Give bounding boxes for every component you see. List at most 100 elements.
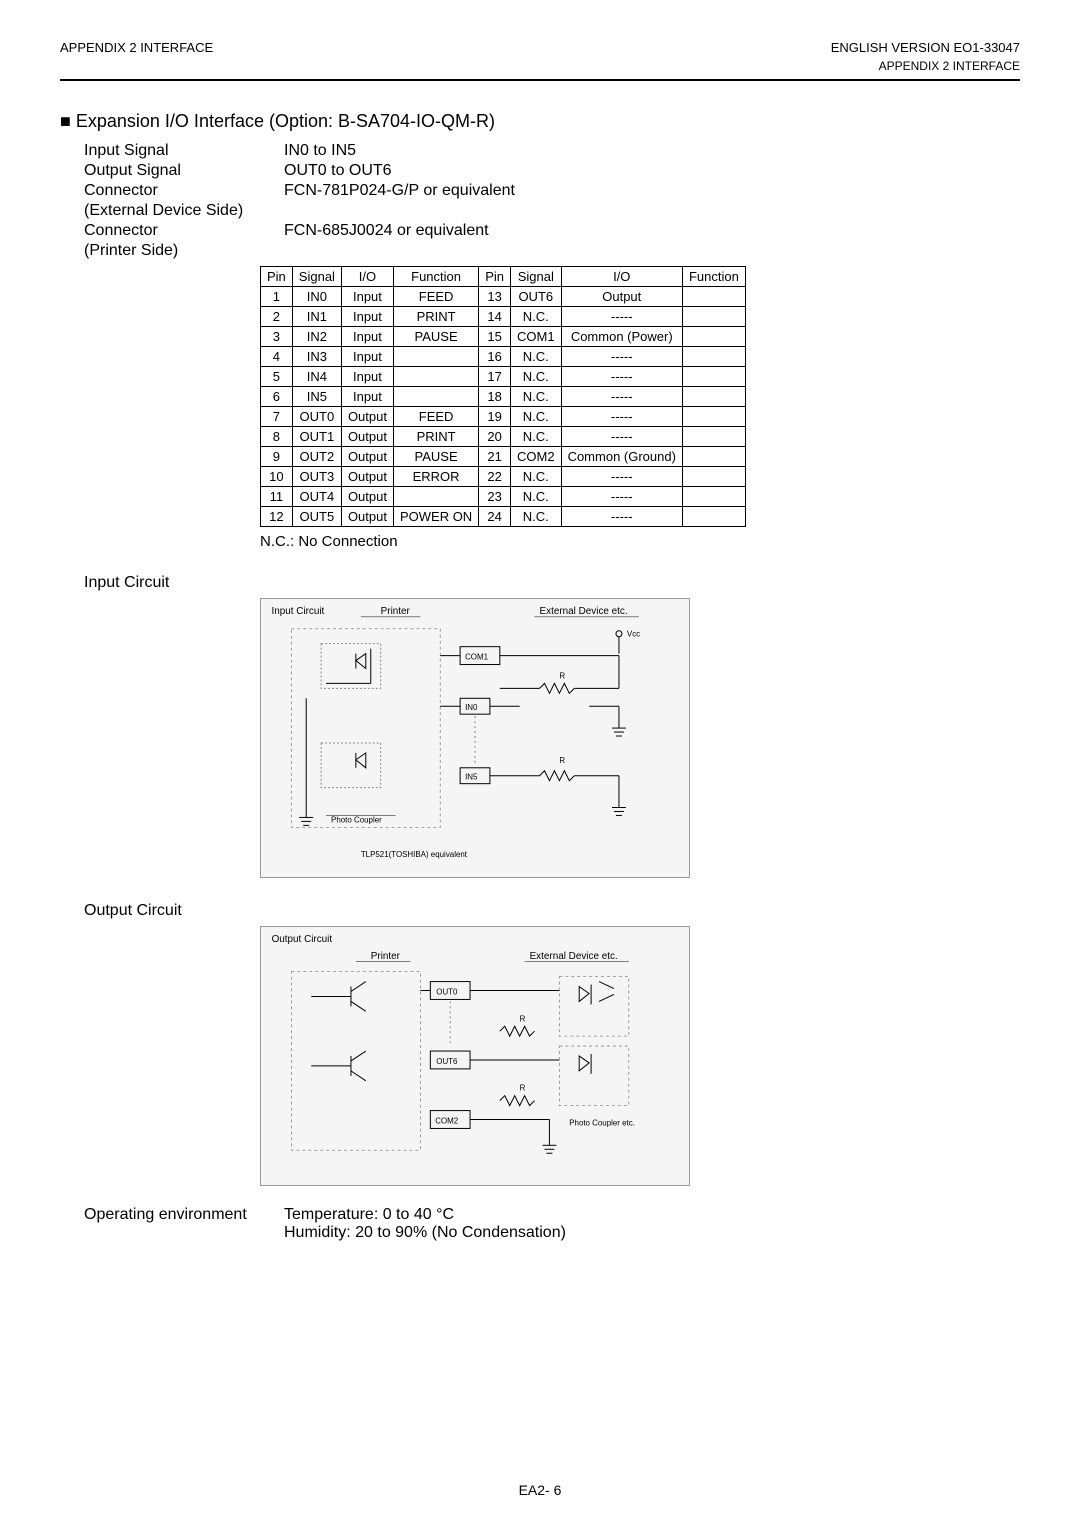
table-cell: Input bbox=[341, 387, 393, 407]
table-cell: OUT3 bbox=[292, 467, 341, 487]
table-cell: Output bbox=[341, 487, 393, 507]
table-cell: ----- bbox=[561, 367, 682, 387]
table-cell bbox=[682, 387, 745, 407]
table-cell: OUT1 bbox=[292, 427, 341, 447]
table-cell: Output bbox=[341, 447, 393, 467]
pin-table-header: Signal bbox=[511, 267, 562, 287]
table-cell: 4 bbox=[261, 347, 293, 367]
table-cell: COM1 bbox=[511, 327, 562, 347]
table-cell: PRINT bbox=[393, 307, 478, 327]
output-circuit-diagram: Output Circuit Printer External Device e… bbox=[260, 926, 690, 1186]
ext-side-label: (External Device Side) bbox=[84, 202, 284, 220]
table-cell: FEED bbox=[393, 287, 478, 307]
table-cell: ----- bbox=[561, 507, 682, 527]
input-circuit-diagram: Input Circuit Printer External Device et… bbox=[260, 598, 690, 878]
table-cell: N.C. bbox=[511, 367, 562, 387]
table-cell: Input bbox=[341, 287, 393, 307]
table-cell: IN2 bbox=[292, 327, 341, 347]
connector2-value: FCN-685J0024 or equivalent bbox=[284, 222, 1020, 240]
table-cell bbox=[682, 467, 745, 487]
table-row: 1IN0InputFEED13OUT6Output bbox=[261, 287, 746, 307]
table-cell: N.C. bbox=[511, 507, 562, 527]
table-cell bbox=[682, 447, 745, 467]
table-cell: N.C. bbox=[511, 347, 562, 367]
svg-text:Printer: Printer bbox=[371, 951, 401, 962]
table-cell: IN5 bbox=[292, 387, 341, 407]
output-circuit-label: Output Circuit bbox=[84, 902, 1020, 920]
divider bbox=[60, 79, 1020, 81]
table-cell: 14 bbox=[479, 307, 511, 327]
table-row: 6IN5Input18N.C.----- bbox=[261, 387, 746, 407]
table-cell: Output bbox=[341, 407, 393, 427]
table-cell: 1 bbox=[261, 287, 293, 307]
table-cell: 12 bbox=[261, 507, 293, 527]
table-cell: Input bbox=[341, 327, 393, 347]
svg-text:R: R bbox=[520, 1084, 526, 1093]
table-cell: Common (Ground) bbox=[561, 447, 682, 467]
table-cell: N.C. bbox=[511, 467, 562, 487]
table-row: 10OUT3OutputERROR22N.C.----- bbox=[261, 467, 746, 487]
table-cell: ----- bbox=[561, 407, 682, 427]
table-cell: IN1 bbox=[292, 307, 341, 327]
table-cell: PRINT bbox=[393, 427, 478, 447]
table-cell: POWER ON bbox=[393, 507, 478, 527]
svg-text:OUT0: OUT0 bbox=[436, 987, 458, 996]
table-row: 11OUT4Output23N.C.----- bbox=[261, 487, 746, 507]
table-cell: OUT2 bbox=[292, 447, 341, 467]
table-cell: N.C. bbox=[511, 427, 562, 447]
table-cell: 6 bbox=[261, 387, 293, 407]
pin-table-header: Pin bbox=[261, 267, 293, 287]
table-cell: 15 bbox=[479, 327, 511, 347]
table-cell: 19 bbox=[479, 407, 511, 427]
table-cell: IN4 bbox=[292, 367, 341, 387]
pin-table-header: Pin bbox=[479, 267, 511, 287]
table-cell: IN0 bbox=[292, 287, 341, 307]
pin-table-header: Signal bbox=[292, 267, 341, 287]
table-cell: Output bbox=[341, 427, 393, 447]
header-right: ENGLISH VERSION EO1-33047 bbox=[831, 40, 1020, 55]
table-cell: 17 bbox=[479, 367, 511, 387]
table-cell: Input bbox=[341, 307, 393, 327]
svg-text:Photo Coupler etc.: Photo Coupler etc. bbox=[569, 1118, 635, 1127]
svg-text:Printer: Printer bbox=[381, 606, 411, 617]
table-cell bbox=[682, 487, 745, 507]
table-cell: 22 bbox=[479, 467, 511, 487]
table-cell: N.C. bbox=[511, 307, 562, 327]
table-cell: OUT0 bbox=[292, 407, 341, 427]
table-cell: 16 bbox=[479, 347, 511, 367]
table-cell: OUT6 bbox=[511, 287, 562, 307]
svg-text:External Device etc.: External Device etc. bbox=[530, 951, 618, 962]
svg-text:IN5: IN5 bbox=[465, 773, 478, 782]
header-left: APPENDIX 2 INTERFACE bbox=[60, 40, 213, 55]
table-row: 7OUT0OutputFEED19N.C.----- bbox=[261, 407, 746, 427]
table-cell bbox=[682, 307, 745, 327]
table-cell: ----- bbox=[561, 347, 682, 367]
pin-table: PinSignalI/OFunctionPinSignalI/OFunction… bbox=[260, 266, 746, 527]
table-cell bbox=[682, 287, 745, 307]
table-row: 9OUT2OutputPAUSE21COM2Common (Ground) bbox=[261, 447, 746, 467]
table-cell bbox=[682, 407, 745, 427]
table-cell: Output bbox=[341, 467, 393, 487]
table-cell bbox=[682, 427, 745, 447]
table-cell: ----- bbox=[561, 307, 682, 327]
table-cell: OUT4 bbox=[292, 487, 341, 507]
table-cell: ----- bbox=[561, 467, 682, 487]
pin-table-header: Function bbox=[393, 267, 478, 287]
table-cell: 2 bbox=[261, 307, 293, 327]
pin-table-header: I/O bbox=[561, 267, 682, 287]
table-cell: 7 bbox=[261, 407, 293, 427]
table-cell: Output bbox=[561, 287, 682, 307]
table-cell bbox=[393, 367, 478, 387]
svg-text:COM1: COM1 bbox=[465, 653, 489, 662]
table-cell: ----- bbox=[561, 487, 682, 507]
table-cell: Input bbox=[341, 367, 393, 387]
svg-text:Input Circuit: Input Circuit bbox=[271, 606, 324, 617]
output-signal-value: OUT0 to OUT6 bbox=[284, 162, 1020, 180]
table-cell bbox=[393, 487, 478, 507]
table-cell: PAUSE bbox=[393, 327, 478, 347]
op-env-humidity: Humidity: 20 to 90% (No Condensation) bbox=[284, 1224, 566, 1242]
op-env-label: Operating environment bbox=[84, 1206, 284, 1242]
table-cell: N.C. bbox=[511, 387, 562, 407]
table-cell: OUT5 bbox=[292, 507, 341, 527]
input-circuit-label: Input Circuit bbox=[84, 574, 1020, 592]
